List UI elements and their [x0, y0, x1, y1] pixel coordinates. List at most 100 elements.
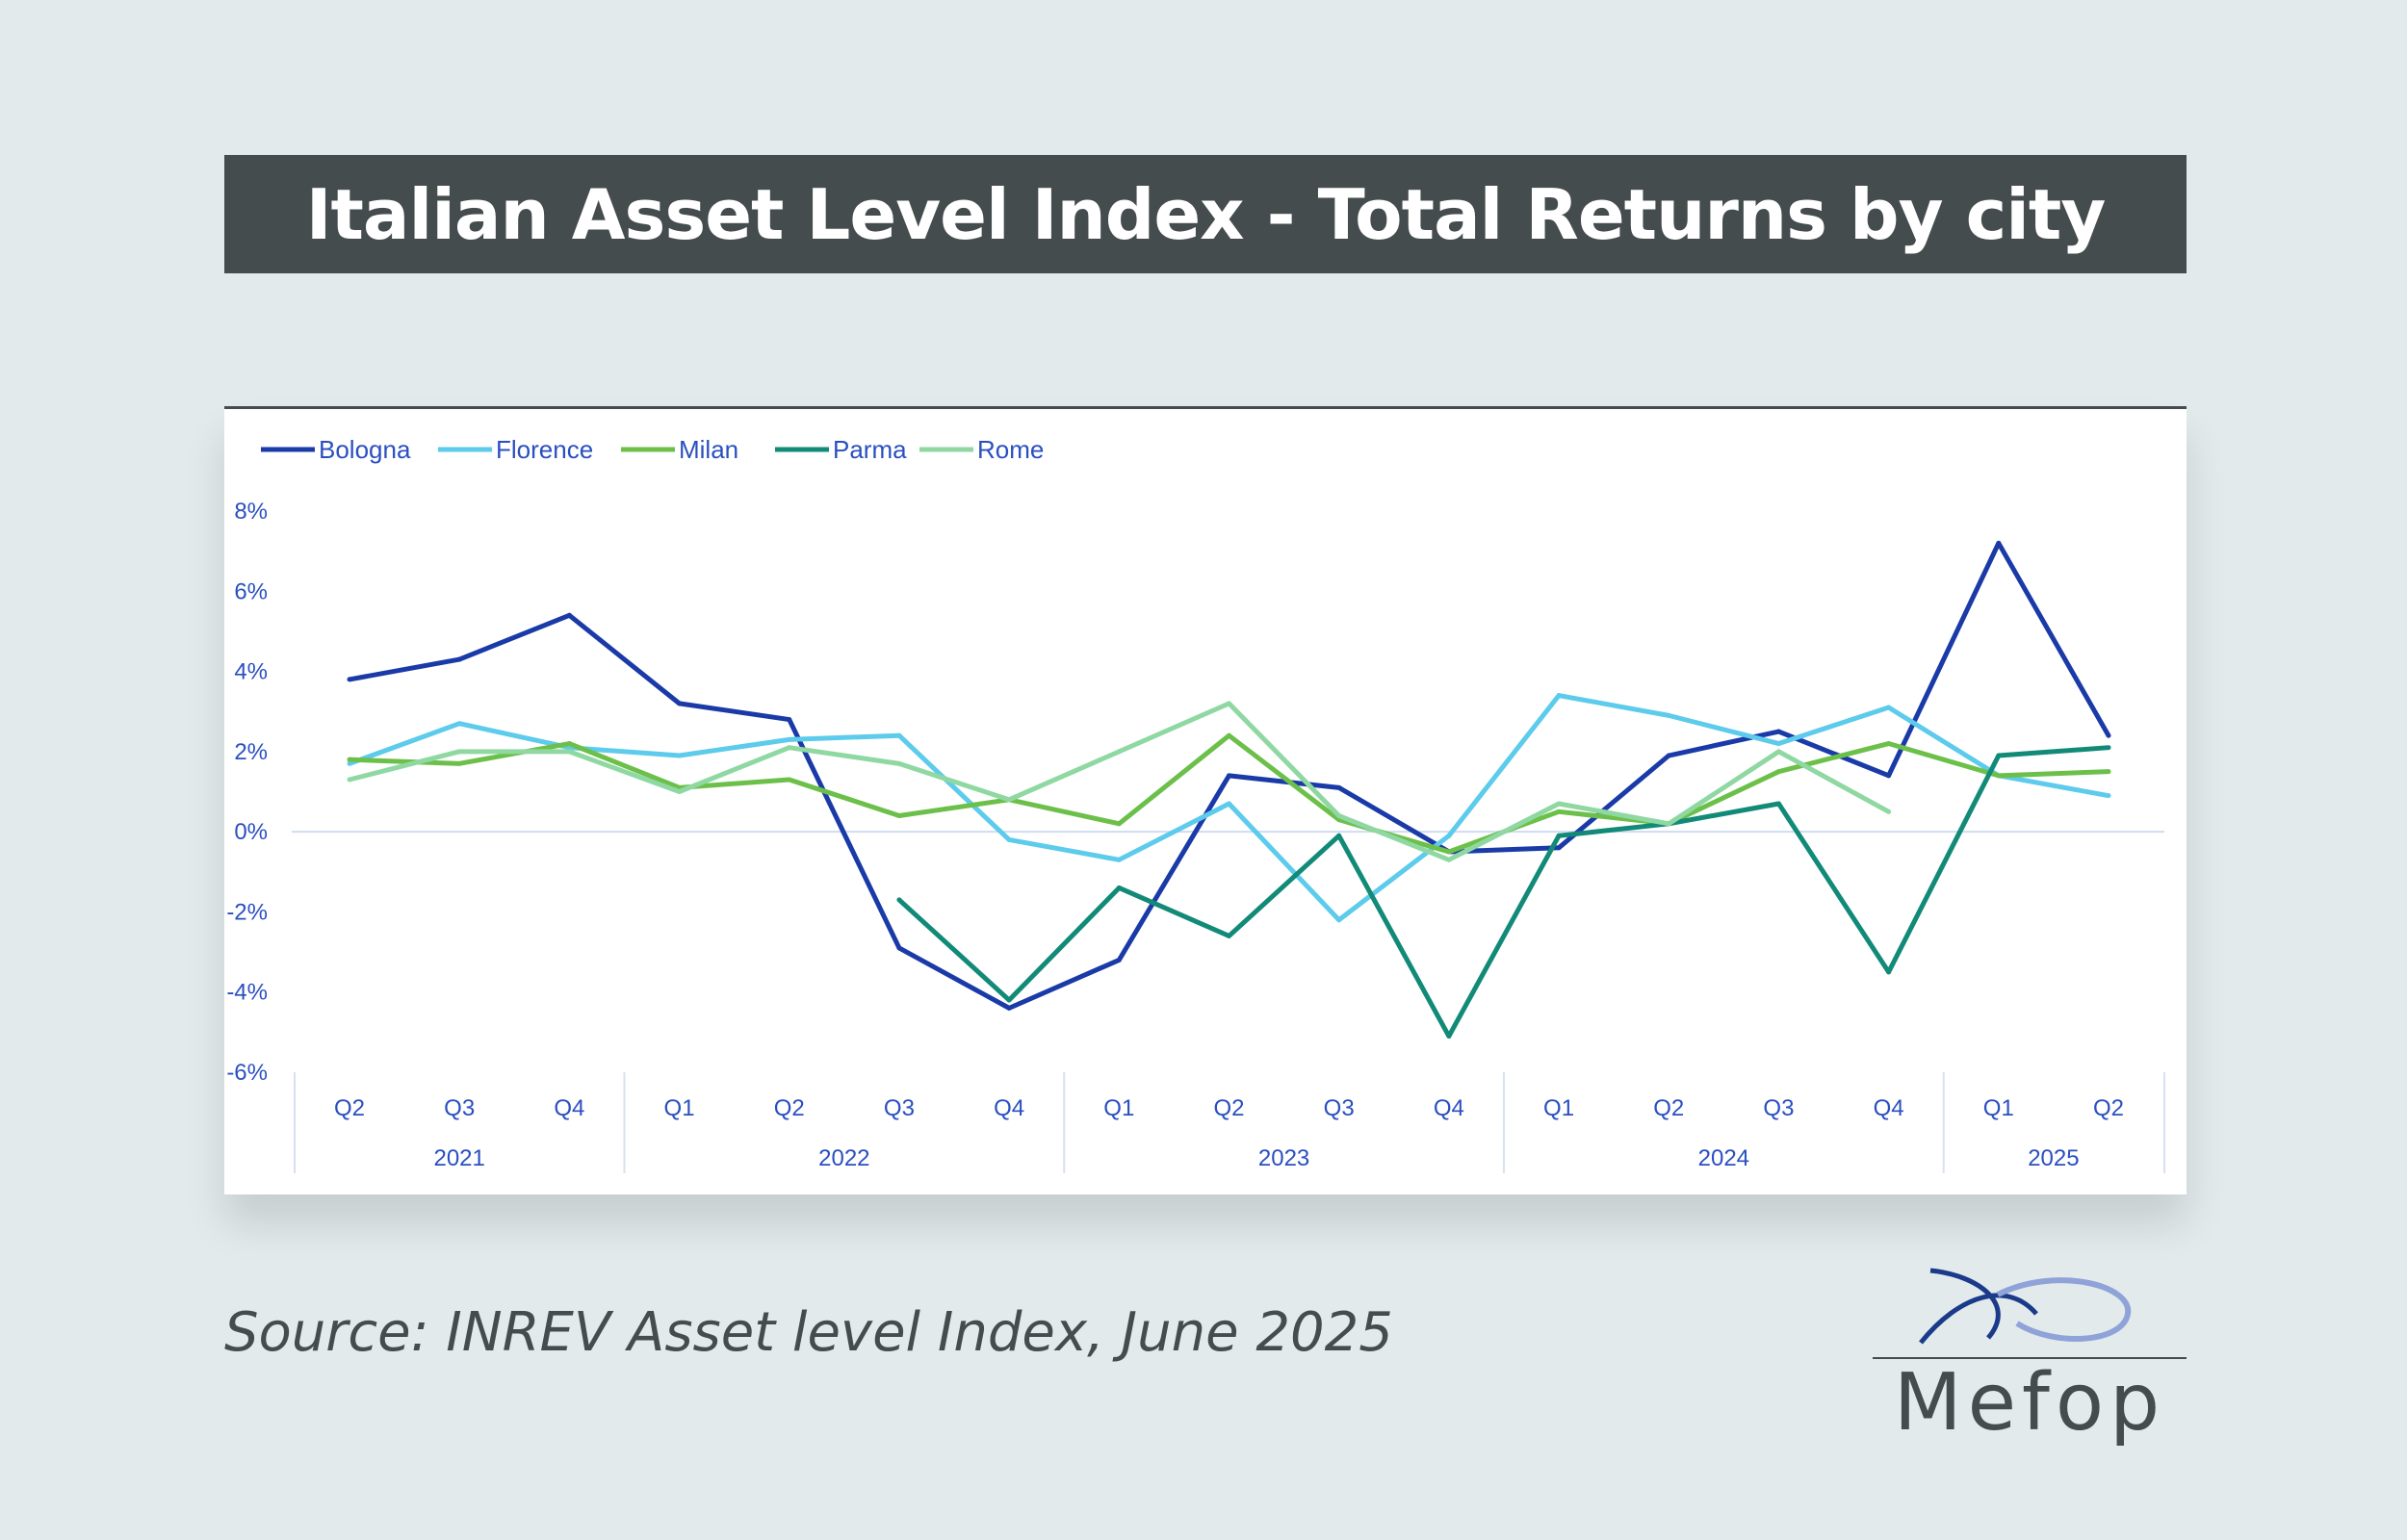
data-point-bologna — [566, 612, 572, 618]
x-tick-label: Q3 — [884, 1095, 915, 1121]
data-point-rome — [1227, 701, 1231, 706]
x-tick-label: Q4 — [554, 1095, 584, 1121]
data-point-rome — [896, 760, 902, 766]
data-point-florence — [1006, 836, 1012, 842]
line-chart: 8% 6% 4% 2% 0% -2% -4% -6% Q2 Q3 Q4 Q1 Q2 Q3 Q4 Q1 Q2 Q3 Q… — [226, 435, 2165, 1173]
data-point-bologna — [1775, 729, 1781, 734]
data-point-bologna — [347, 677, 352, 682]
data-point-bologna — [1556, 845, 1562, 851]
y-tick-label: 4% — [234, 659, 268, 685]
data-point-parma — [1446, 1034, 1452, 1040]
legend-label: Bologna — [319, 435, 411, 464]
x-tick-label: Q1 — [1543, 1095, 1574, 1121]
y-tick-label: 2% — [234, 739, 268, 765]
data-point-milan — [566, 741, 572, 747]
x-tick-label: Q2 — [1653, 1095, 1684, 1121]
data-point-florence — [677, 753, 683, 758]
data-point-rome — [347, 777, 352, 783]
data-point-parma — [1336, 833, 1342, 838]
data-point-florence — [1556, 693, 1562, 699]
data-point-rome — [1336, 812, 1342, 818]
data-point-milan — [1996, 773, 2002, 779]
data-point-florence — [787, 736, 792, 742]
data-point-milan — [456, 760, 462, 766]
data-point-bologna — [896, 945, 902, 951]
data-point-rome — [677, 789, 683, 794]
legend-item-rome: Rome — [919, 435, 1044, 464]
data-point-florence — [1775, 741, 1781, 747]
year-label: 2024 — [1698, 1145, 1749, 1171]
source-note: Source: INREV Asset level Index, June 20… — [224, 1301, 1393, 1364]
data-point-florence — [1446, 833, 1452, 838]
x-tick-label: Q1 — [664, 1095, 695, 1121]
data-point-bologna — [677, 701, 683, 706]
data-point-bologna — [1996, 540, 2002, 546]
legend-label: Rome — [977, 435, 1044, 464]
data-point-parma — [2106, 745, 2111, 751]
data-point-bologna — [1227, 773, 1231, 779]
legend-label: Parma — [833, 435, 907, 464]
data-point-milan — [787, 777, 792, 783]
data-point-rome — [1446, 857, 1452, 862]
data-point-bologna — [2106, 732, 2111, 738]
data-point-parma — [1227, 933, 1231, 938]
data-point-bologna — [787, 717, 792, 723]
data-point-milan — [1227, 732, 1231, 738]
data-point-florence — [1227, 801, 1231, 807]
data-point-rome — [787, 745, 792, 751]
series-line-florence — [349, 693, 2109, 923]
data-point-rome — [1006, 797, 1012, 803]
data-point-parma — [1775, 801, 1781, 807]
data-point-rome — [1116, 749, 1122, 755]
chart-panel: 8% 6% 4% 2% 0% -2% -4% -6% Q2 Q3 Q4 Q1 Q2 Q3 Q4 Q1 Q2 Q3 Q… — [224, 406, 2187, 1194]
x-tick-label: Q2 — [334, 1095, 365, 1121]
data-point-florence — [896, 732, 902, 738]
year-label: 2023 — [1258, 1145, 1309, 1171]
data-point-rome — [1556, 801, 1562, 807]
legend-item-bologna: Bologna — [261, 435, 411, 464]
data-point-bologna — [1336, 784, 1342, 790]
series-line-rome — [349, 701, 1890, 862]
data-point-rome — [1775, 749, 1781, 755]
data-point-parma — [1006, 997, 1012, 1003]
data-point-florence — [1666, 712, 1671, 718]
data-point-rome — [456, 749, 462, 755]
legend-label: Florence — [496, 435, 593, 464]
y-tick-label: -4% — [226, 980, 268, 1006]
data-point-milan — [1886, 741, 1892, 747]
x-tick-label: Q3 — [444, 1095, 475, 1121]
data-point-florence — [1336, 917, 1342, 923]
data-point-milan — [1556, 808, 1562, 814]
data-point-milan — [1446, 849, 1452, 855]
data-point-milan — [347, 757, 352, 762]
data-point-milan — [1116, 821, 1122, 827]
data-point-bologna — [1006, 1005, 1012, 1011]
y-tick-label: 0% — [234, 819, 268, 845]
legend-item-parma: Parma — [775, 435, 907, 464]
x-tick-label: Q3 — [1324, 1095, 1355, 1121]
data-point-parma — [1996, 753, 2002, 758]
data-point-florence — [1886, 705, 1892, 710]
y-tick-label: -2% — [226, 899, 268, 925]
year-label: 2022 — [818, 1145, 869, 1171]
x-tick-label: Q2 — [1213, 1095, 1244, 1121]
data-point-milan — [2106, 769, 2111, 775]
page-title: Italian Asset Level Index - Total Return… — [224, 155, 2187, 273]
x-tick-label: Q4 — [1434, 1095, 1464, 1121]
x-tick-label: Q1 — [1103, 1095, 1134, 1121]
data-point-bologna — [1666, 753, 1671, 758]
logo-divider — [1873, 1357, 2187, 1359]
data-point-florence — [2106, 793, 2111, 799]
year-label: 2021 — [433, 1145, 484, 1171]
x-tick-label: Q3 — [1763, 1095, 1794, 1121]
fish-swirl-logo-icon — [1919, 1268, 2132, 1345]
y-tick-label: 6% — [234, 578, 268, 604]
data-point-rome — [566, 749, 572, 755]
x-tick-label: Q4 — [1874, 1095, 1904, 1121]
data-point-bologna — [1886, 773, 1892, 779]
legend-label: Milan — [679, 435, 738, 464]
y-tick-label: 8% — [234, 499, 268, 525]
data-point-florence — [1116, 857, 1122, 862]
data-point-rome — [1666, 821, 1671, 827]
logo-text: Mefop — [1893, 1357, 2166, 1449]
